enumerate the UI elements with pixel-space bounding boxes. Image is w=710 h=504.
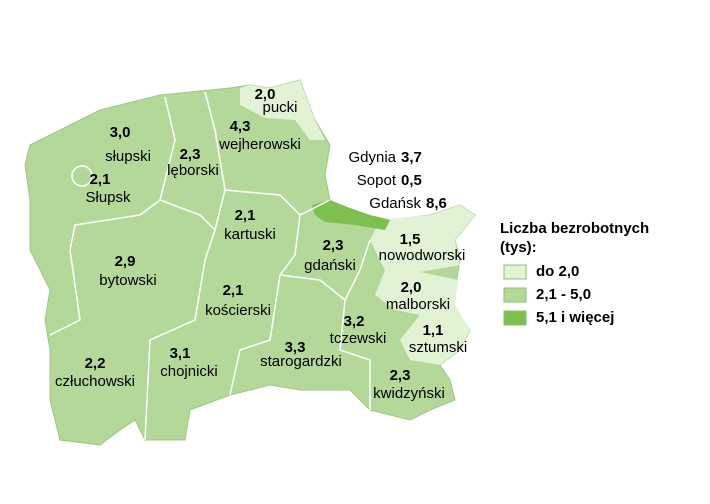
region-value: 2,3 <box>323 237 344 254</box>
region-dark <box>312 200 390 230</box>
region-name: lęborski <box>167 162 219 179</box>
legend-swatch <box>503 287 527 303</box>
city-value: 0,5 <box>401 172 422 189</box>
legend-title: Liczba bezrobotnych <box>500 220 649 237</box>
city-value: 3,7 <box>401 149 422 166</box>
region-border <box>144 189 226 441</box>
region-value: 2,0 <box>401 279 422 296</box>
region-name: wejherowski <box>218 136 301 153</box>
region-border <box>204 91 331 216</box>
region-name: kościerski <box>205 302 271 319</box>
region-border <box>71 165 93 187</box>
region-border <box>344 239 371 301</box>
legend-label: 5,1 i więcej <box>536 309 614 326</box>
legend-label: do 2,0 <box>536 263 579 280</box>
region-name: chojnicki <box>160 363 218 380</box>
region-value: 1,1 <box>423 322 444 339</box>
region-name: nowodworski <box>379 247 466 264</box>
region-value: 3,2 <box>344 313 365 330</box>
region-name: kartuski <box>224 226 276 243</box>
region-border <box>159 199 216 231</box>
region-border <box>49 96 176 336</box>
region-name: tczewski <box>330 330 387 347</box>
city-name: Sopot <box>357 172 397 189</box>
region-light <box>375 270 458 315</box>
region-border <box>279 274 371 410</box>
region-name: sztumski <box>409 339 467 356</box>
region-value: 3,1 <box>170 345 191 362</box>
region-light <box>370 205 475 272</box>
city-name: Gdynia <box>348 149 396 166</box>
region-value: 2,1 <box>90 171 111 188</box>
region-name: pucki <box>262 99 297 116</box>
region-value: 2,9 <box>115 253 136 270</box>
legend-swatch <box>503 310 527 326</box>
region-value: 2,1 <box>223 282 244 299</box>
region-name: Słupsk <box>85 189 131 206</box>
region-name: malborski <box>386 296 450 313</box>
legend-title: (tys): <box>500 239 537 256</box>
region-value: 3,3 <box>285 339 306 356</box>
city-name: Gdańsk <box>369 195 421 212</box>
region-value: 2,0 <box>255 86 276 103</box>
region-name: kwidzyński <box>373 385 445 402</box>
region-light <box>400 305 470 365</box>
region-border <box>229 214 301 396</box>
region-value: 3,0 <box>110 124 131 141</box>
city-value: 8,6 <box>426 195 447 212</box>
region-value: 2,2 <box>85 355 106 372</box>
region-name: człuchowski <box>55 373 135 390</box>
region-value: 2,3 <box>390 367 411 384</box>
region-light <box>240 80 325 140</box>
region-value: 1,5 <box>400 231 421 248</box>
region-name: starogardzki <box>260 353 342 370</box>
region-value: 2,1 <box>235 207 256 224</box>
legend-swatch <box>503 264 527 280</box>
region-value: 2,3 <box>180 146 201 163</box>
legend-label: 2,1 - 5,0 <box>536 286 591 303</box>
region-name: słupski <box>105 148 151 165</box>
region-name: bytowski <box>99 272 157 289</box>
region-name: gdański <box>304 257 356 274</box>
region-value: 4,3 <box>230 118 251 135</box>
